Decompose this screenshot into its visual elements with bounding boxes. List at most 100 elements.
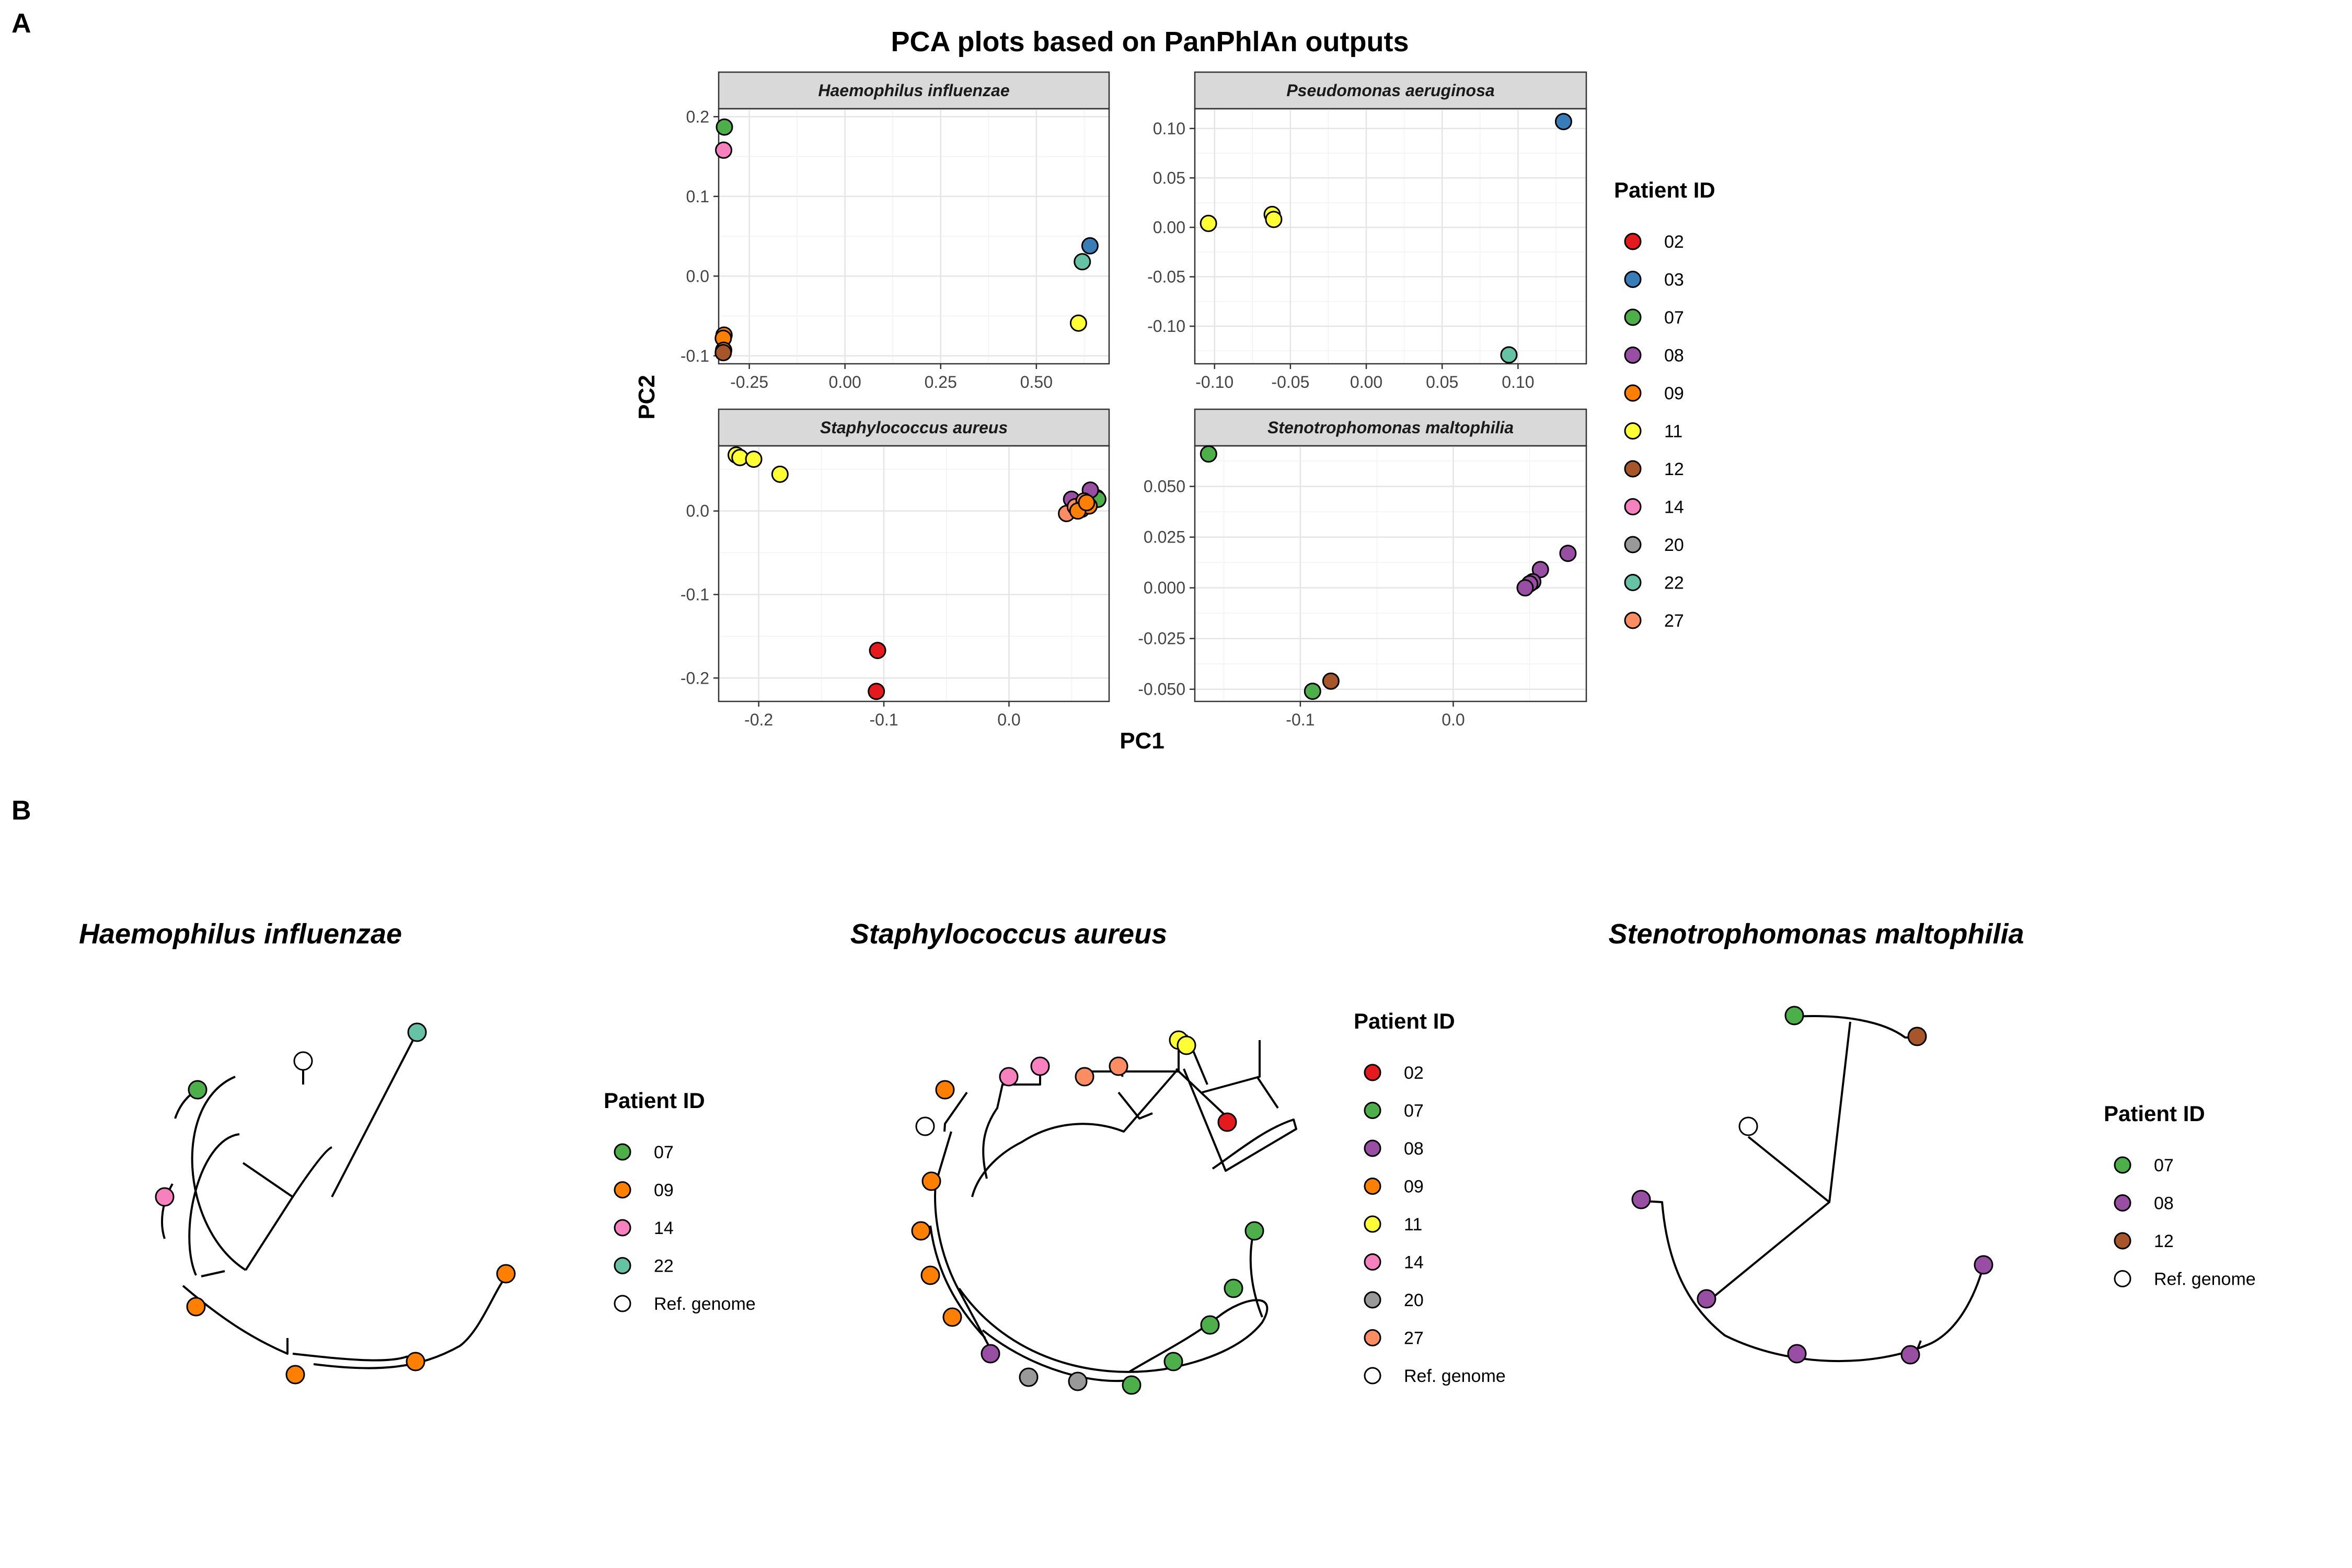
y-tick-label: 0.025 bbox=[1144, 528, 1185, 547]
legend-title: Patient ID bbox=[2104, 1101, 2205, 1126]
pca-facet-3: Staphylococcus aureus -0.2 -0.1 0.0 -0.2 -0.1… bbox=[681, 408, 1110, 729]
tree-tip-09 bbox=[942, 1307, 962, 1327]
tree-legend-stenotrophomonas: Patient ID 07 08 12 Ref. genome bbox=[2104, 1101, 2256, 1289]
tree-branches bbox=[1643, 1015, 1985, 1363]
x-tick-label: -0.05 bbox=[1271, 373, 1309, 391]
facet-border bbox=[1194, 445, 1587, 702]
pca-point-08 bbox=[1531, 561, 1549, 579]
tree-tip-09 bbox=[935, 1080, 955, 1100]
legend-label: 27 bbox=[1664, 611, 1684, 631]
facet-border bbox=[718, 445, 1110, 702]
legend-label: 22 bbox=[1664, 573, 1684, 593]
legend-key-09 bbox=[1364, 1178, 1381, 1195]
y-tick-label: 0.0 bbox=[686, 502, 709, 521]
x-tick-label: -0.1 bbox=[1286, 710, 1315, 729]
tree-tip-22 bbox=[407, 1022, 427, 1042]
legend-label: 12 bbox=[1664, 459, 1684, 479]
tree-legend-haemophilus: Patient ID 07 09 14 22 Ref. genome bbox=[604, 1088, 756, 1314]
facet-strip bbox=[1194, 71, 1587, 110]
legend-key-02 bbox=[1624, 233, 1642, 250]
tree-tip-07 bbox=[1224, 1278, 1243, 1298]
pca-point-11 bbox=[1069, 314, 1087, 332]
legend-key-22 bbox=[1624, 574, 1642, 591]
tree-tip-08 bbox=[1974, 1255, 1993, 1275]
legend-label: 08 bbox=[2154, 1194, 2174, 1214]
pca-point-09 bbox=[1078, 494, 1096, 512]
legend-label: 27 bbox=[1404, 1329, 1424, 1348]
legend-label: 20 bbox=[1404, 1290, 1424, 1310]
pca-point-14 bbox=[715, 141, 733, 159]
pca-point-11 bbox=[1200, 214, 1217, 232]
legend-label: 20 bbox=[1664, 535, 1684, 555]
pca-point-11 bbox=[771, 465, 789, 483]
panel-label-b: B bbox=[11, 795, 31, 826]
pca-point-03 bbox=[1081, 237, 1099, 255]
tree-tip-08 bbox=[981, 1344, 1000, 1364]
pca-point-12 bbox=[714, 344, 732, 362]
tree-panel-3: Stenotrophomonas maltophilia bbox=[1608, 918, 2024, 1365]
tree-tip-09 bbox=[406, 1352, 425, 1371]
legend-label: 07 bbox=[1404, 1101, 1424, 1121]
legend-key-14 bbox=[1624, 498, 1642, 515]
pca-point-22 bbox=[1500, 346, 1518, 364]
x-tick-label: -0.1 bbox=[869, 710, 898, 729]
y-tick-label: -0.2 bbox=[681, 668, 709, 687]
y-tick-label: 0.0 bbox=[686, 267, 709, 285]
pca-point-07 bbox=[1200, 445, 1217, 463]
tree-tip-07 bbox=[1122, 1375, 1142, 1395]
x-tick-label: 0.05 bbox=[1426, 373, 1458, 391]
x-tick-label: 0.50 bbox=[1020, 373, 1053, 391]
pca-x-axis-title: PC1 bbox=[1120, 728, 1165, 754]
tree-tip-14 bbox=[999, 1067, 1019, 1087]
pca-point-08 bbox=[1516, 579, 1534, 597]
y-tick-label: -0.1 bbox=[681, 585, 709, 604]
y-tick-label: 0.050 bbox=[1144, 477, 1185, 496]
y-tick-label: 0.2 bbox=[686, 107, 709, 126]
tree-panels: Haemophilus influenzae Staphylococcus aur… bbox=[79, 918, 2256, 1395]
x-tick-label: 0.00 bbox=[1350, 373, 1382, 391]
legend-key-07 bbox=[2114, 1156, 2131, 1174]
legend-key-22 bbox=[614, 1257, 631, 1274]
y-tick-label: -0.05 bbox=[1147, 268, 1185, 286]
tree-title: Staphylococcus aureus bbox=[850, 918, 1167, 950]
x-tick-label: 0.25 bbox=[925, 373, 957, 391]
legend-key-03 bbox=[1624, 271, 1642, 288]
legend-key-14 bbox=[1364, 1253, 1381, 1271]
tree-tip-12 bbox=[1907, 1027, 1927, 1046]
tree-tip-14 bbox=[155, 1187, 175, 1207]
tree-tip-09 bbox=[186, 1297, 206, 1317]
tree-tip-08 bbox=[1697, 1289, 1716, 1309]
facet-strip-title: Haemophilus influenzae bbox=[818, 81, 1009, 100]
tree-tip-20 bbox=[1068, 1371, 1088, 1391]
legend-label: 14 bbox=[1664, 498, 1684, 517]
y-tick-label: 0.1 bbox=[686, 187, 709, 206]
pca-y-axis-title: PC2 bbox=[634, 375, 660, 420]
legend-key-11 bbox=[1624, 422, 1642, 440]
tree-tip-07 bbox=[1244, 1221, 1264, 1241]
tree-tip-09 bbox=[496, 1264, 516, 1284]
legend-key-09 bbox=[614, 1181, 631, 1198]
legend-key-09 bbox=[1624, 384, 1642, 402]
legend-label: 09 bbox=[1664, 384, 1684, 403]
pca-facet-1: Haemophilus influenzae -0.25 0.00 0.25 0.50 -… bbox=[681, 71, 1110, 391]
pca-facet-4: Stenotrophomonas maltophilia -0.1 0.0 -0.05… bbox=[1138, 408, 1587, 729]
legend-title: Patient ID bbox=[1354, 1009, 1455, 1033]
facet-strip-title: Staphylococcus aureus bbox=[820, 418, 1008, 437]
legend-title: Patient ID bbox=[604, 1088, 705, 1113]
tree-tip-09 bbox=[911, 1221, 931, 1241]
legend-key-08 bbox=[1364, 1139, 1381, 1157]
pca-point-07 bbox=[1304, 683, 1321, 700]
tree-branches bbox=[161, 1032, 508, 1369]
x-tick-label: -0.2 bbox=[744, 710, 773, 729]
x-tick-label: -0.10 bbox=[1195, 373, 1233, 391]
pca-point-02 bbox=[869, 642, 886, 660]
tree-tip-27 bbox=[1075, 1067, 1094, 1087]
pca-point-03 bbox=[1554, 113, 1572, 131]
tree-tip-ref-genome bbox=[1738, 1116, 1758, 1136]
y-tick-label: 0.05 bbox=[1153, 168, 1185, 187]
legend-label: Ref. genome bbox=[1404, 1366, 1506, 1386]
tree-tip-08 bbox=[1900, 1345, 1920, 1365]
x-tick-label: 0.0 bbox=[997, 710, 1020, 729]
y-tick-label: -0.10 bbox=[1147, 317, 1185, 336]
facet-strip bbox=[718, 71, 1110, 110]
